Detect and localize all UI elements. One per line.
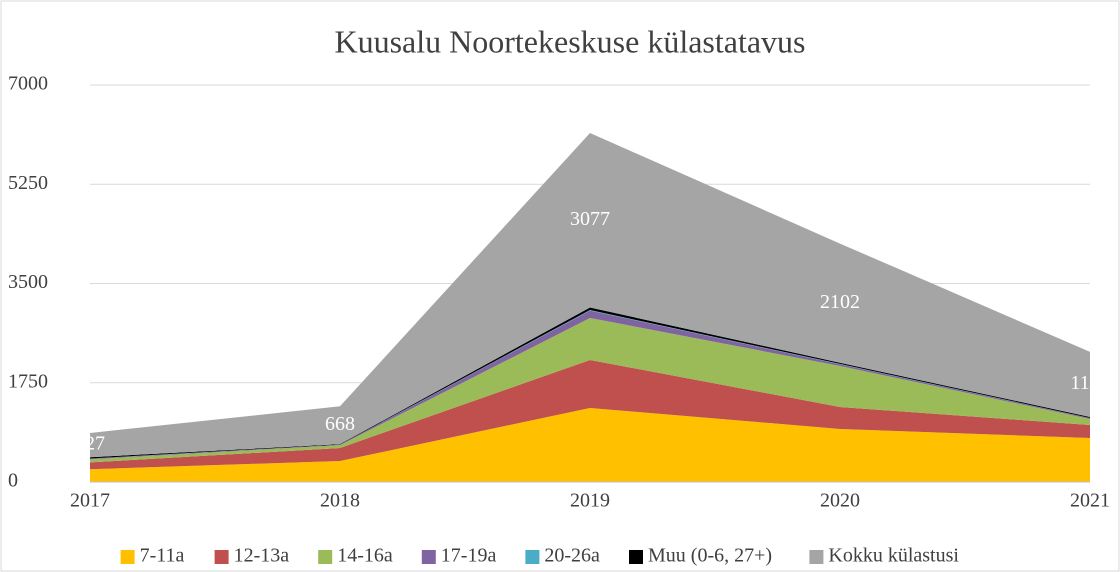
x-tick-label: 2021 [1070, 490, 1110, 512]
legend-swatch [318, 550, 333, 564]
y-tick-label: 5250 [8, 172, 48, 194]
legend-swatch [629, 550, 643, 564]
legend-label: 20-26a [544, 545, 600, 567]
data-labels: 427 668 3077 2102 1147 [75, 208, 1109, 455]
x-tick-label: 2017 [70, 490, 110, 512]
chart-title: Kuusalu Noortekeskuse külastatavus [334, 23, 805, 59]
legend-swatch [525, 550, 540, 564]
data-label: 1147 [1070, 372, 1109, 394]
legend-label: 7-11a [140, 545, 185, 567]
legend-label: 17-19a [441, 545, 497, 567]
legend-label: 14-16a [337, 545, 393, 567]
legend-label: Kokku külastusi [828, 545, 959, 567]
y-tick-label: 0 [8, 470, 18, 492]
legend-swatch [120, 550, 135, 564]
legend-label: 12-13a [234, 545, 290, 567]
data-label: 668 [325, 413, 355, 435]
x-tick-label: 2019 [570, 490, 610, 512]
area [90, 359, 1090, 470]
legend-swatch [421, 550, 436, 564]
data-label: 427 [75, 433, 105, 455]
x-tick-label: 2020 [820, 490, 860, 512]
y-tick-label: 1750 [8, 370, 48, 392]
axes: 0 1750 3500 5250 7000 2017 2018 2019 2020 2021 [8, 73, 1110, 512]
x-tick-label: 2018 [320, 490, 360, 512]
data-label: 3077 [570, 208, 610, 230]
legend-swatch [809, 550, 824, 564]
legend-label: Muu (0-6, 27+) [648, 545, 772, 567]
area [90, 407, 1090, 482]
legend: 7-11a 12-13a 14-16a 17-19a 20-26a Muu (0-6, 2… [120, 545, 959, 567]
area [90, 317, 1090, 463]
areas [90, 132, 1090, 482]
legend-swatch [214, 550, 229, 564]
area [90, 132, 1090, 458]
y-tick-label: 7000 [8, 73, 48, 95]
data-label: 2102 [820, 291, 860, 313]
y-tick-label: 3500 [8, 271, 48, 293]
